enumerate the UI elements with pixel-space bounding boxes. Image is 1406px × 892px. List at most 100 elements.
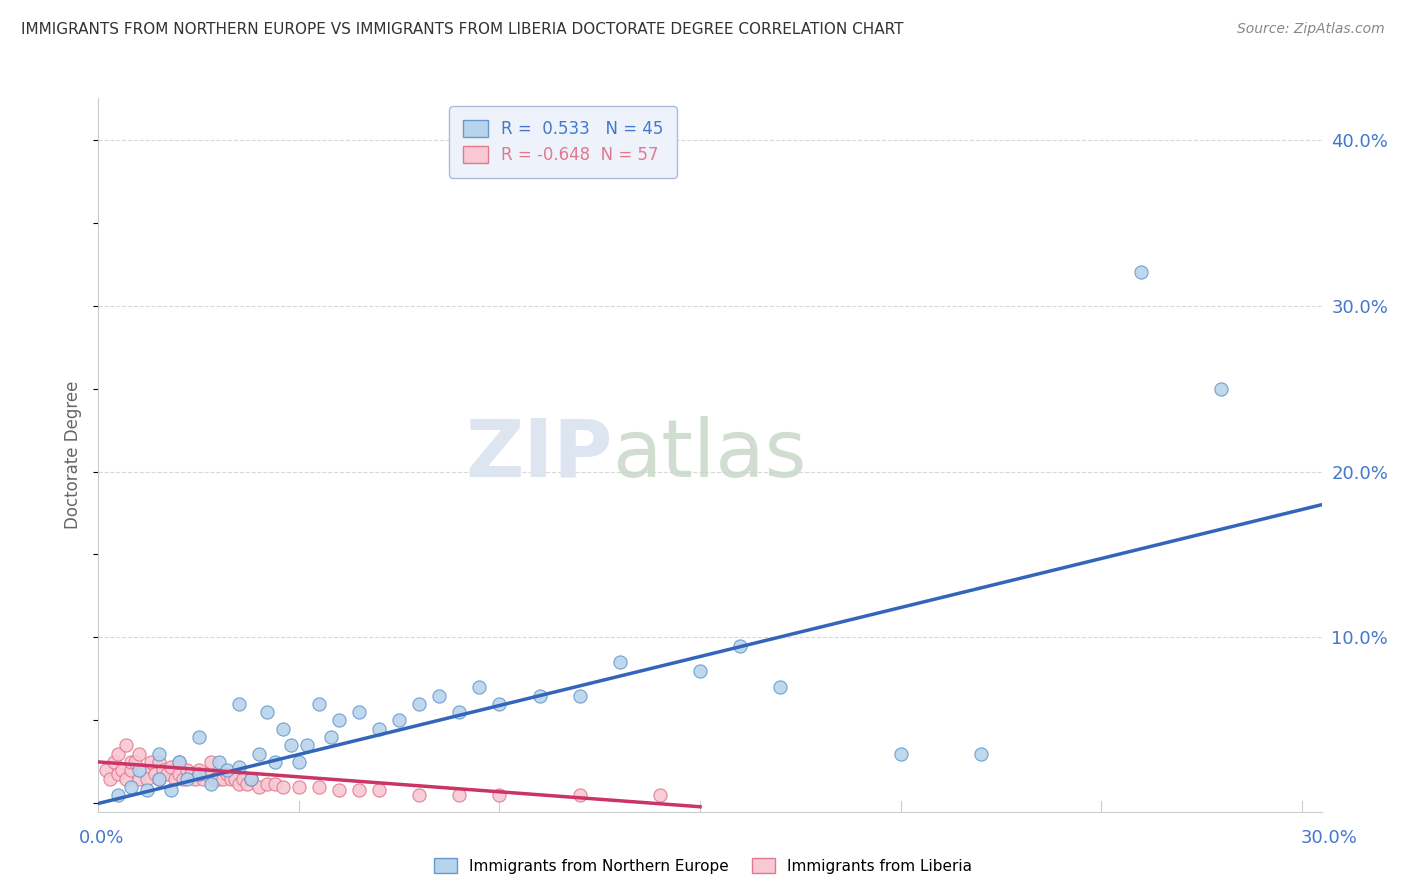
Point	[408, 788, 430, 802]
Point	[195, 766, 218, 780]
Point	[96, 763, 118, 777]
Text: ZIP: ZIP	[465, 416, 612, 494]
Point	[148, 772, 170, 786]
Point	[271, 722, 294, 736]
Point	[176, 763, 198, 777]
Text: IMMIGRANTS FROM NORTHERN EUROPE VS IMMIGRANTS FROM LIBERIA DOCTORATE DEGREE CORR: IMMIGRANTS FROM NORTHERN EUROPE VS IMMIG…	[21, 22, 904, 37]
Point	[368, 722, 391, 736]
Point	[388, 714, 411, 728]
Point	[120, 763, 142, 777]
Text: 30.0%: 30.0%	[1301, 829, 1357, 847]
Point	[159, 760, 181, 774]
Point	[689, 664, 711, 678]
Point	[308, 780, 330, 794]
Point	[103, 755, 125, 769]
Point	[239, 772, 262, 786]
Point	[1130, 265, 1153, 279]
Point	[449, 705, 471, 719]
Point	[159, 783, 181, 797]
Point	[148, 772, 170, 786]
Point	[107, 747, 129, 761]
Point	[256, 705, 278, 719]
Point	[219, 772, 242, 786]
Point	[187, 763, 209, 777]
Point	[368, 783, 391, 797]
Point	[295, 739, 318, 753]
Point	[128, 772, 150, 786]
Point	[236, 776, 259, 790]
Point	[128, 763, 150, 777]
Point	[115, 739, 138, 753]
Point	[408, 697, 430, 711]
Point	[204, 772, 226, 786]
Point	[488, 788, 510, 802]
Point	[256, 776, 278, 790]
Point	[288, 755, 311, 769]
Point	[529, 689, 551, 703]
Point	[568, 788, 591, 802]
Point	[135, 783, 157, 797]
Point	[111, 763, 134, 777]
Point	[152, 763, 174, 777]
Point	[143, 766, 166, 780]
Point	[488, 697, 510, 711]
Point	[163, 772, 186, 786]
Point	[167, 755, 190, 769]
Text: atlas: atlas	[612, 416, 807, 494]
Point	[124, 755, 146, 769]
Point	[131, 763, 153, 777]
Point	[468, 680, 491, 694]
Point	[100, 772, 122, 786]
Point	[239, 772, 262, 786]
Point	[135, 772, 157, 786]
Point	[187, 766, 209, 780]
Point	[889, 747, 911, 761]
Point	[328, 714, 350, 728]
Point	[264, 755, 287, 769]
Point	[115, 772, 138, 786]
Point	[319, 730, 342, 744]
Y-axis label: Doctorate Degree: Doctorate Degree	[65, 381, 83, 529]
Point	[271, 780, 294, 794]
Point	[200, 776, 222, 790]
Point	[232, 772, 254, 786]
Point	[187, 730, 209, 744]
Point	[328, 783, 350, 797]
Point	[176, 772, 198, 786]
Point	[280, 739, 302, 753]
Point	[769, 680, 792, 694]
Point	[449, 788, 471, 802]
Point	[228, 776, 250, 790]
Point	[200, 755, 222, 769]
Point	[155, 766, 177, 780]
Point	[648, 788, 671, 802]
Point	[191, 772, 214, 786]
Point	[288, 780, 311, 794]
Point	[148, 747, 170, 761]
Point	[211, 772, 233, 786]
Point	[148, 755, 170, 769]
Point	[139, 755, 162, 769]
Text: Source: ZipAtlas.com: Source: ZipAtlas.com	[1237, 22, 1385, 37]
Text: 0.0%: 0.0%	[79, 829, 124, 847]
Point	[247, 780, 270, 794]
Point	[183, 772, 205, 786]
Point	[728, 639, 751, 653]
Legend: R =  0.533   N = 45, R = -0.648  N = 57: R = 0.533 N = 45, R = -0.648 N = 57	[450, 106, 676, 178]
Point	[208, 772, 231, 786]
Point	[308, 697, 330, 711]
Point	[347, 783, 370, 797]
Point	[609, 656, 631, 670]
Point	[970, 747, 993, 761]
Legend: Immigrants from Northern Europe, Immigrants from Liberia: Immigrants from Northern Europe, Immigra…	[427, 852, 979, 880]
Point	[215, 766, 238, 780]
Point	[215, 763, 238, 777]
Point	[1211, 382, 1233, 396]
Point	[107, 766, 129, 780]
Point	[224, 772, 246, 786]
Point	[228, 697, 250, 711]
Point	[172, 772, 194, 786]
Point	[247, 747, 270, 761]
Point	[228, 760, 250, 774]
Point	[167, 766, 190, 780]
